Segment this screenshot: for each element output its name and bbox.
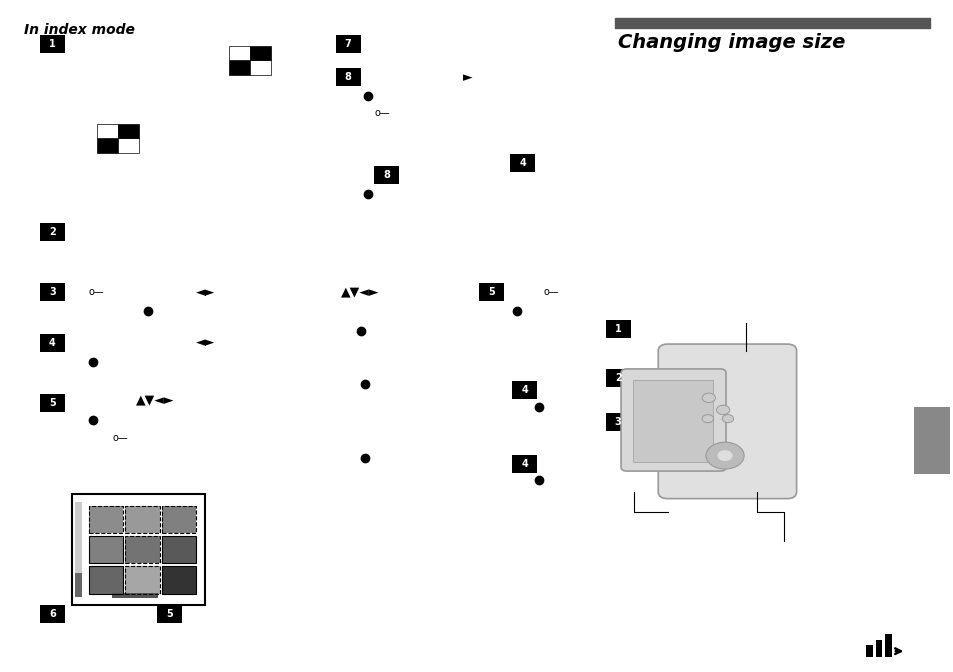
- Text: 7: 7: [344, 39, 352, 48]
- Bar: [512, 381, 537, 398]
- Bar: [478, 284, 503, 301]
- Circle shape: [705, 442, 743, 469]
- Bar: [40, 605, 65, 623]
- Bar: [605, 369, 630, 386]
- Bar: [89, 566, 123, 594]
- Bar: [89, 536, 123, 563]
- Circle shape: [701, 393, 715, 403]
- Text: 4: 4: [49, 338, 56, 347]
- Text: 8: 8: [382, 170, 390, 179]
- Text: ▲▼◄►: ▲▼◄►: [341, 286, 379, 299]
- Text: 8: 8: [344, 73, 352, 82]
- Bar: [632, 380, 712, 462]
- Text: Changing image size: Changing image size: [618, 33, 844, 52]
- Bar: [89, 536, 123, 563]
- Bar: [125, 566, 159, 594]
- Bar: [157, 605, 182, 623]
- Text: o—: o—: [89, 288, 104, 297]
- Bar: [875, 640, 882, 657]
- Bar: [75, 573, 82, 597]
- Bar: [335, 69, 360, 86]
- Bar: [605, 321, 630, 338]
- Text: ◄►: ◄►: [712, 371, 731, 384]
- Circle shape: [716, 405, 729, 415]
- Text: 4: 4: [518, 159, 526, 168]
- Bar: [884, 634, 891, 657]
- Bar: [335, 35, 360, 52]
- Bar: [162, 506, 196, 533]
- Text: o—: o—: [543, 288, 558, 297]
- Bar: [75, 502, 82, 597]
- Bar: [40, 394, 65, 412]
- Text: 4: 4: [520, 385, 528, 394]
- Bar: [40, 334, 65, 351]
- Bar: [89, 506, 123, 533]
- Text: ◄►: ◄►: [195, 336, 214, 349]
- FancyBboxPatch shape: [658, 344, 796, 499]
- Text: o—: o—: [375, 108, 390, 118]
- Bar: [40, 284, 65, 301]
- Text: 5: 5: [487, 288, 495, 297]
- Bar: [162, 536, 196, 563]
- Bar: [913, 407, 949, 474]
- Bar: [229, 60, 250, 75]
- Text: 4: 4: [520, 459, 528, 468]
- Bar: [250, 46, 271, 60]
- Text: o—: o—: [112, 433, 128, 443]
- Bar: [250, 60, 271, 75]
- FancyBboxPatch shape: [620, 369, 725, 471]
- Bar: [125, 536, 159, 563]
- Bar: [40, 35, 65, 52]
- Circle shape: [721, 415, 733, 423]
- Bar: [112, 593, 158, 598]
- Text: ►: ►: [462, 71, 472, 84]
- Text: 2: 2: [49, 227, 56, 237]
- Bar: [125, 506, 159, 533]
- Circle shape: [717, 450, 732, 461]
- Bar: [125, 566, 159, 594]
- Bar: [118, 124, 139, 138]
- Bar: [89, 506, 123, 533]
- Bar: [605, 413, 630, 431]
- Bar: [512, 455, 537, 472]
- Bar: [162, 566, 196, 594]
- Text: 2: 2: [614, 373, 621, 382]
- Text: 5: 5: [49, 398, 56, 408]
- Text: 1: 1: [614, 325, 621, 334]
- Bar: [71, 494, 205, 605]
- Text: 3: 3: [614, 417, 621, 427]
- Bar: [40, 223, 65, 241]
- Text: 6: 6: [49, 610, 56, 619]
- Bar: [125, 536, 159, 563]
- Bar: [162, 536, 196, 563]
- Bar: [374, 166, 398, 183]
- Bar: [125, 506, 159, 533]
- Text: 3: 3: [49, 288, 56, 297]
- Bar: [162, 566, 196, 594]
- Bar: [89, 566, 123, 594]
- Text: 1: 1: [49, 39, 56, 48]
- Bar: [510, 155, 535, 172]
- Text: ◄►: ◄►: [195, 286, 214, 299]
- Circle shape: [701, 415, 713, 423]
- Bar: [118, 138, 139, 153]
- Bar: [229, 46, 250, 60]
- Bar: [162, 506, 196, 533]
- Text: ▲▼◄►: ▲▼◄►: [136, 393, 174, 407]
- Text: 5: 5: [166, 610, 173, 619]
- Text: In index mode: In index mode: [24, 24, 134, 37]
- Bar: [97, 124, 118, 138]
- Bar: [865, 645, 872, 657]
- Bar: [97, 138, 118, 153]
